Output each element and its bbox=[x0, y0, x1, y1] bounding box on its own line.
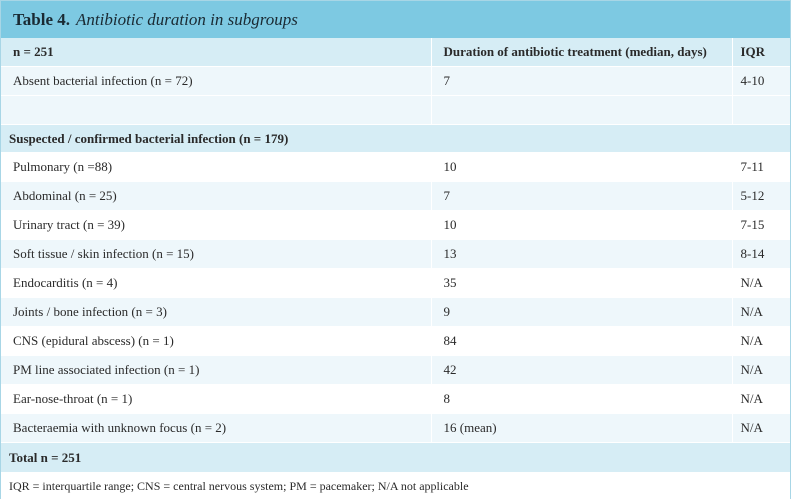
row-duration: 16 (mean) bbox=[431, 413, 733, 443]
table-row: Abdominal (n = 25) 7 5-12 bbox=[1, 181, 790, 211]
row-duration: 13 bbox=[431, 239, 733, 269]
row-label: Endocarditis (n = 4) bbox=[1, 268, 432, 298]
row-label: Bacteraemia with unknown focus (n = 2) bbox=[1, 413, 432, 443]
table-row: Pulmonary (n =88) 10 7-11 bbox=[1, 152, 790, 182]
row-iqr: N/A bbox=[732, 326, 790, 356]
footnote-text: IQR = interquartile range; CNS = central… bbox=[1, 472, 790, 501]
row-label: Soft tissue / skin infection (n = 15) bbox=[1, 239, 432, 269]
row-iqr: N/A bbox=[732, 413, 790, 443]
header-cell-iqr: IQR bbox=[732, 38, 790, 67]
subgroup-rows: Pulmonary (n =88) 10 7-11 Abdominal (n = 25… bbox=[1, 152, 790, 443]
table-row: Endocarditis (n = 4) 35 N/A bbox=[1, 268, 790, 298]
total-row: Total n = 251 bbox=[1, 442, 790, 473]
row-label: Ear-nose-throat (n = 1) bbox=[1, 384, 432, 414]
row-duration: 10 bbox=[431, 210, 733, 240]
table-row: PM line associated infection (n = 1) 42 N/… bbox=[1, 355, 790, 385]
row-duration: 42 bbox=[431, 355, 733, 385]
row-iqr: N/A bbox=[732, 384, 790, 414]
row-label: CNS (epidural abscess) (n = 1) bbox=[1, 326, 432, 356]
row-label: Urinary tract (n = 39) bbox=[1, 210, 432, 240]
row-duration: 10 bbox=[431, 152, 733, 182]
table-row: Bacteraemia with unknown focus (n = 2) 16… bbox=[1, 413, 790, 443]
row-iqr: N/A bbox=[732, 355, 790, 385]
row-duration: 84 bbox=[431, 326, 733, 356]
section-label: Suspected / confirmed bacterial infectio… bbox=[1, 124, 790, 153]
row-label: Absent bacterial infection (n = 72) bbox=[1, 66, 432, 96]
header-cell-duration: Duration of antibiotic treatment (median… bbox=[431, 38, 733, 67]
row-duration: 35 bbox=[431, 268, 733, 298]
table-label: Table 4. bbox=[13, 9, 71, 29]
row-iqr: 7-11 bbox=[732, 152, 790, 182]
table-row: CNS (epidural abscess) (n = 1) 84 N/A bbox=[1, 326, 790, 356]
table-row: Urinary tract (n = 39) 10 7-15 bbox=[1, 210, 790, 240]
table-title-bar: Table 4. Antibiotic duration in subgroup… bbox=[1, 1, 790, 38]
spacer-cell bbox=[431, 95, 733, 125]
row-duration: 9 bbox=[431, 297, 733, 327]
row-iqr: 5-12 bbox=[732, 181, 790, 211]
table-row: Joints / bone infection (n = 3) 9 N/A bbox=[1, 297, 790, 327]
row-label: Pulmonary (n =88) bbox=[1, 152, 432, 182]
row-label: PM line associated infection (n = 1) bbox=[1, 355, 432, 385]
spacer-cell bbox=[1, 95, 432, 125]
row-label: Abdominal (n = 25) bbox=[1, 181, 432, 211]
spacer-cell bbox=[732, 95, 790, 125]
row-iqr: 4-10 bbox=[732, 66, 790, 96]
row-iqr: N/A bbox=[732, 297, 790, 327]
row-iqr: 8-14 bbox=[732, 239, 790, 269]
header-cell-n: n = 251 bbox=[1, 38, 432, 67]
spacer-row bbox=[1, 95, 790, 125]
footnote-row: IQR = interquartile range; CNS = central… bbox=[1, 472, 790, 501]
row-iqr: 7-15 bbox=[732, 210, 790, 240]
row-duration: 7 bbox=[431, 66, 733, 96]
row-duration: 7 bbox=[431, 181, 733, 211]
section-header-row: Suspected / confirmed bacterial infectio… bbox=[1, 124, 790, 153]
antibiotic-duration-table: n = 251 Duration of antibiotic treatment… bbox=[1, 38, 790, 501]
table-row: Soft tissue / skin infection (n = 15) 13 8… bbox=[1, 239, 790, 269]
row-label: Joints / bone infection (n = 3) bbox=[1, 297, 432, 327]
table-row: Absent bacterial infection (n = 72) 7 4-… bbox=[1, 66, 790, 96]
table-row: Ear-nose-throat (n = 1) 8 N/A bbox=[1, 384, 790, 414]
table-caption: Antibiotic duration in subgroups bbox=[76, 9, 298, 29]
header-row: n = 251 Duration of antibiotic treatment… bbox=[1, 38, 790, 67]
row-duration: 8 bbox=[431, 384, 733, 414]
total-label: Total n = 251 bbox=[1, 442, 790, 473]
row-iqr: N/A bbox=[732, 268, 790, 298]
